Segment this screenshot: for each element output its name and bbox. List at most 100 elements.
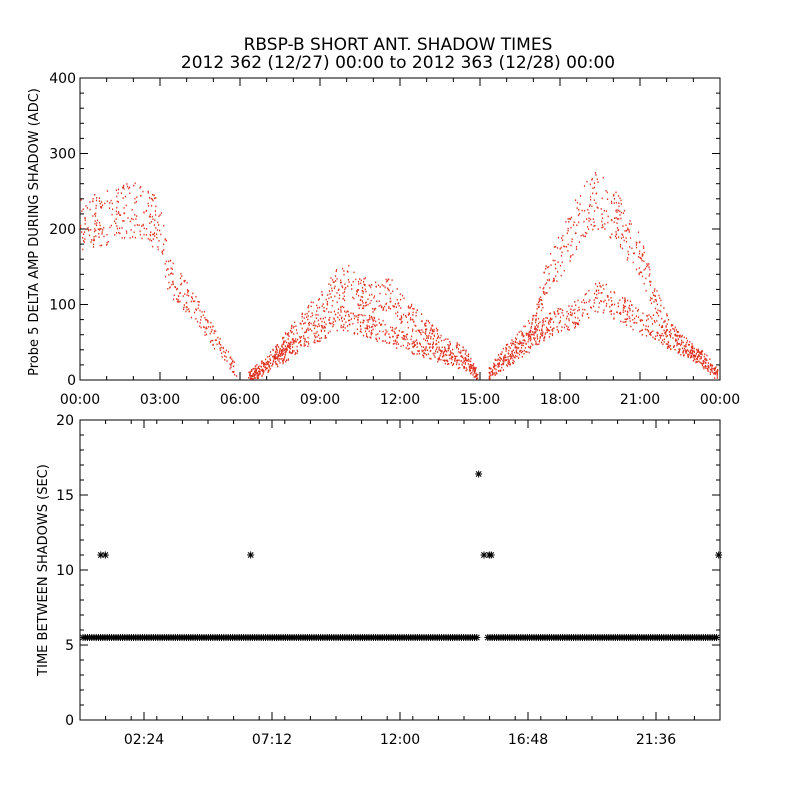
data-point (634, 321, 636, 324)
data-point (552, 321, 555, 323)
data-point (628, 223, 631, 225)
data-point (522, 339, 524, 341)
data-point (343, 306, 345, 309)
data-point (669, 331, 671, 333)
y-tick-label: 0 (65, 713, 74, 729)
data-point (620, 311, 622, 314)
data-point (512, 355, 514, 357)
data-point (438, 348, 440, 350)
data-point (167, 268, 169, 270)
x-tick-label: 21:00 (620, 392, 660, 408)
data-point (652, 291, 654, 294)
data-point (603, 209, 605, 212)
data-point (677, 352, 679, 354)
data-point (610, 219, 613, 221)
data-point (462, 356, 464, 359)
data-point (362, 290, 364, 293)
data-point (219, 349, 221, 351)
data-point (419, 343, 421, 346)
data-point (633, 252, 636, 255)
data-point (468, 358, 470, 361)
data-point (274, 351, 277, 354)
data-point (709, 358, 711, 360)
data-point (711, 364, 714, 367)
data-point (460, 355, 462, 358)
data-point (528, 338, 530, 341)
data-point (635, 268, 638, 271)
data-point (446, 354, 448, 356)
data-point (567, 313, 569, 315)
data-point (691, 349, 694, 352)
data-point (541, 324, 544, 327)
data-point (618, 205, 620, 208)
data-point (399, 318, 401, 321)
data-point (593, 225, 595, 227)
data-point (308, 310, 310, 313)
data-point (549, 333, 551, 335)
data-point (303, 335, 305, 337)
data-point (548, 266, 550, 268)
data-point (567, 326, 569, 328)
data-point (463, 367, 465, 370)
data-point (589, 204, 591, 206)
data-point (338, 318, 340, 321)
data-point (622, 309, 624, 311)
data-point (287, 332, 290, 334)
data-point (508, 361, 511, 364)
data-point (283, 340, 285, 343)
data-point (456, 355, 458, 358)
data-point (436, 346, 438, 349)
data-point (407, 348, 409, 350)
data-point (595, 297, 597, 299)
data-point (715, 372, 717, 374)
data-point (577, 322, 579, 324)
data-point (578, 209, 580, 211)
data-point (663, 321, 665, 323)
data-point (613, 202, 615, 204)
data-point (570, 308, 572, 311)
data-point (558, 322, 560, 324)
data-point (401, 331, 403, 333)
data-point (416, 309, 418, 311)
data-point (505, 343, 507, 346)
data-point (516, 341, 518, 344)
data-point (688, 343, 690, 346)
data-point (106, 241, 108, 244)
data-point (515, 337, 517, 339)
data-point (607, 221, 609, 224)
data-point (213, 332, 215, 335)
data-point (536, 303, 538, 306)
data-point (283, 357, 286, 359)
data-point (691, 345, 693, 348)
data-point (500, 358, 502, 360)
data-point (129, 186, 131, 189)
data-point (586, 232, 588, 235)
data-point (530, 338, 532, 341)
data-point (272, 362, 274, 365)
data-point (305, 341, 308, 343)
data-point (190, 300, 192, 303)
data-point (507, 356, 509, 358)
data-point (697, 355, 700, 358)
data-point (343, 273, 345, 276)
data-point (555, 245, 557, 248)
data-point (534, 326, 536, 329)
data-point (501, 353, 503, 355)
data-point (513, 343, 515, 345)
data-point (379, 330, 381, 333)
data-point (529, 333, 531, 336)
data-point (418, 352, 420, 355)
data-point (333, 317, 335, 320)
data-point (611, 233, 613, 235)
data-point (620, 217, 622, 220)
data-point (576, 224, 578, 226)
data-point (622, 236, 624, 238)
data-point (715, 370, 718, 373)
data-point (656, 290, 658, 292)
data-point (429, 343, 432, 345)
data-point (629, 246, 631, 248)
data-point (519, 340, 521, 342)
data-point (651, 298, 653, 300)
data-point (98, 200, 100, 202)
data-point (632, 319, 634, 321)
